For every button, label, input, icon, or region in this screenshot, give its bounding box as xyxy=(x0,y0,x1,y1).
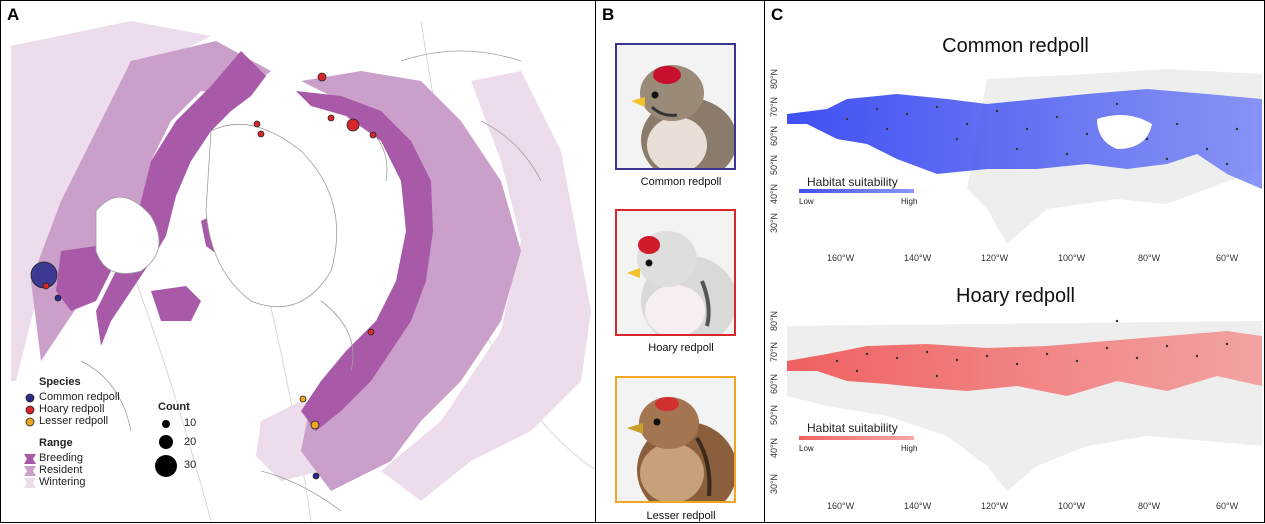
legend-species-common: Common redpoll xyxy=(39,391,120,403)
panel-c-habitat-maps: C Common redpoll Habitat suitability Low… xyxy=(764,0,1265,523)
circumpolar-range-map xyxy=(11,20,595,522)
legend-range-resident: Resident xyxy=(39,464,83,476)
lat-label-40-map2: 40°N xyxy=(769,437,780,459)
lat-label-30-map2: 30°N xyxy=(769,473,780,495)
panel-b-label: B xyxy=(602,5,615,24)
obs-common xyxy=(312,472,320,480)
panel-a-range-map: A Species Common redpoll Hoary redpoll L… xyxy=(0,0,596,523)
caption-lesser-redpoll: Lesser redpoll xyxy=(646,510,716,522)
lat-label-50-map2: 50°N xyxy=(769,404,780,426)
habitat-legend-low-hoary: Low xyxy=(799,444,814,453)
obs-hoary xyxy=(253,120,261,128)
habitat-legend-high-hoary: High xyxy=(901,444,918,453)
panel-a-label: A xyxy=(7,5,20,24)
lon-label-100-map2: 100°W xyxy=(1058,501,1086,511)
legend-count-heading: Count xyxy=(158,401,190,413)
habitat-legend-low-common: Low xyxy=(799,197,814,206)
obs-lesser xyxy=(299,395,307,403)
legend-range-symbols xyxy=(24,454,36,488)
lat-label-60-map2: 60°N xyxy=(769,373,780,395)
habitat-legend-title-common: Habitat suitability xyxy=(807,175,898,189)
hoary-redpoll-icon xyxy=(617,211,734,334)
lon-label-160-map2: 160°W xyxy=(827,501,855,511)
observation-points xyxy=(30,72,377,480)
lon-label-80-map1: 80°W xyxy=(1138,253,1161,263)
hoary-redpoll-photo xyxy=(615,209,736,336)
map-title-common: Common redpoll xyxy=(942,35,1089,57)
legend-range-wintering: Wintering xyxy=(39,476,86,488)
lon-label-60-map2: 60°W xyxy=(1216,501,1239,511)
lon-label-140-map2: 140°W xyxy=(904,501,932,511)
lat-label-30-map1: 30°N xyxy=(769,212,780,234)
lat-label-60-map1: 60°N xyxy=(769,125,780,147)
habitat-map-common xyxy=(787,69,1262,244)
obs-hoary xyxy=(346,118,360,132)
obs-hoary xyxy=(42,282,50,290)
lon-label-120-map2: 120°W xyxy=(981,501,1009,511)
obs-lesser xyxy=(310,420,320,430)
lon-label-140-map1: 140°W xyxy=(904,253,932,263)
legend-species-lesser: Lesser redpoll xyxy=(39,415,109,427)
lesser-redpoll-photo xyxy=(615,376,736,503)
lat-label-70-map2: 70°N xyxy=(769,341,780,363)
common-redpoll-icon xyxy=(617,45,734,168)
obs-hoary xyxy=(327,114,335,122)
lat-label-40-map1: 40°N xyxy=(769,183,780,205)
map-title-hoary: Hoary redpoll xyxy=(956,285,1075,307)
legend-count-20: 20 xyxy=(184,436,197,448)
lat-label-70-map1: 70°N xyxy=(769,96,780,118)
obs-hoary xyxy=(257,130,265,138)
lon-label-60-map1: 60°W xyxy=(1216,253,1239,263)
legend-count-symbols xyxy=(155,420,177,477)
lesser-redpoll-icon xyxy=(617,378,734,501)
lon-label-80-map2: 80°W xyxy=(1138,501,1161,511)
lat-label-80-map1: 80°N xyxy=(769,68,780,90)
legend-count-30: 30 xyxy=(184,459,197,471)
obs-hoary xyxy=(369,131,377,139)
obs-hoary xyxy=(317,72,327,82)
obs-common xyxy=(54,294,62,302)
legend-count-10: 10 xyxy=(184,417,197,429)
caption-common-redpoll: Common redpoll xyxy=(640,176,722,188)
caption-hoary-redpoll: Hoary redpoll xyxy=(648,342,714,354)
lat-label-50-map1: 50°N xyxy=(769,154,780,176)
lat-label-80-map2: 80°N xyxy=(769,310,780,332)
habitat-map-hoary xyxy=(787,316,1262,491)
legend-species-hoary: Hoary redpoll xyxy=(39,403,105,415)
habitat-legend-high-common: High xyxy=(901,197,918,206)
lon-label-120-map1: 120°W xyxy=(981,253,1009,263)
legend-species-heading: Species xyxy=(39,376,81,388)
legend-species-symbols xyxy=(25,393,35,427)
obs-hoary xyxy=(367,328,375,336)
legend-range-heading: Range xyxy=(39,437,73,449)
lon-label-100-map1: 100°W xyxy=(1058,253,1086,263)
panel-b-bird-photos: B Common redpoll Hoary redpoll xyxy=(595,0,765,523)
legend-range-breeding: Breeding xyxy=(39,452,84,464)
panel-c-label: C xyxy=(771,5,784,24)
lon-label-160-map1: 160°W xyxy=(827,253,855,263)
habitat-legend-title-hoary: Habitat suitability xyxy=(807,421,898,435)
common-redpoll-photo xyxy=(615,43,736,170)
